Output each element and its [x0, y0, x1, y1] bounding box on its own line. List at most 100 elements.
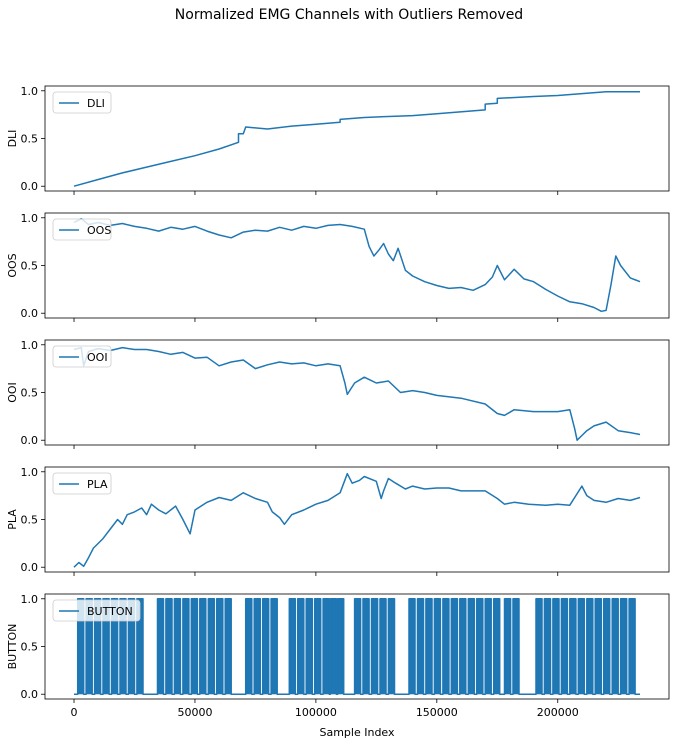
- y-axis-label-dli: DLI: [6, 130, 19, 148]
- y-tick-label-button-1: 0.5: [21, 641, 39, 654]
- legend-box-button: [52, 599, 141, 622]
- button-pulse-33: [409, 598, 415, 695]
- y-tick-label-ooi-2: 1.0: [21, 339, 39, 352]
- y-axis-label-oos: OOS: [6, 253, 19, 277]
- button-pulse-52: [586, 598, 593, 695]
- y-tick-label-pla-0: 0.0: [21, 561, 39, 574]
- x-tick-label-2: 100000: [295, 706, 337, 719]
- button-pulse-34: [417, 598, 424, 695]
- legend-button: BUTTON: [52, 599, 141, 622]
- button-pulse-53: [595, 598, 602, 695]
- subplot-oos: 0.0 0.5 1.0 OOS OOS: [6, 212, 670, 322]
- button-pulse-30: [371, 598, 378, 695]
- button-pulse-2: [94, 598, 101, 695]
- y-axis-label-pla: PLA: [6, 509, 19, 530]
- x-tick-label-1: 50000: [177, 706, 212, 719]
- button-pulse-23: [306, 598, 313, 695]
- button-pulse-0: [77, 598, 84, 695]
- y-tick-label-pla-2: 1.0: [21, 466, 39, 479]
- button-pulse-12: [191, 598, 198, 695]
- legend-label-dli: DLI: [87, 97, 105, 110]
- y-tick-label-ooi-0: 0.0: [21, 434, 39, 447]
- button-pulse-22: [297, 598, 304, 695]
- button-pulse-39: [459, 598, 466, 695]
- button-pulse-54: [603, 598, 610, 695]
- button-pulse-47: [544, 598, 551, 695]
- button-pulse-56: [620, 598, 627, 695]
- button-pulse-3: [103, 598, 109, 695]
- x-tick-label-4: 200000: [537, 706, 579, 719]
- y-tick-label-pla-1: 0.5: [21, 514, 39, 527]
- y-tick-label-ooi-1: 0.5: [21, 387, 39, 400]
- x-axis-label: Sample Index: [319, 726, 395, 739]
- series-line-oos: [73, 217, 641, 313]
- button-pulse-9: [165, 598, 172, 695]
- button-pulse-37: [442, 598, 449, 695]
- button-pulse-6: [128, 598, 135, 695]
- button-pulse-44: [504, 598, 511, 695]
- button-pulse-51: [578, 598, 585, 695]
- legend-box-dli: [52, 91, 112, 114]
- button-pulse-40: [468, 598, 475, 695]
- button-pulse-29: [363, 598, 369, 695]
- button-pulse-26: [330, 598, 337, 695]
- subplots: 0.0 0.5 1.0 DLI DLI 0.0 0.5 1.0 OOS OOS 0.0 0.5 1.0 O…: [6, 85, 670, 719]
- button-pulse-13: [199, 598, 206, 695]
- legend-label-button: BUTTON: [87, 605, 133, 618]
- y-tick-label-dli-2: 1.0: [21, 85, 39, 98]
- legend-label-oos: OOS: [87, 224, 111, 237]
- button-pulse-15: [216, 598, 223, 695]
- subplot-button: 0.0 0.5 1.0 0 50000 100000 150000 200000 BUTTON B…: [6, 593, 670, 719]
- y-tick-label-oos-2: 1.0: [21, 212, 39, 225]
- legend-box-oos: [52, 218, 112, 241]
- button-pulse-36: [434, 598, 441, 695]
- y-tick-label-button-2: 1.0: [21, 593, 39, 606]
- button-pulse-45: [513, 598, 519, 695]
- figure-title: Normalized EMG Channels with Outliers Re…: [175, 7, 523, 23]
- y-tick-label-button-0: 0.0: [21, 688, 39, 701]
- button-pulse-31: [380, 598, 386, 695]
- button-pulse-17: [245, 598, 252, 695]
- y-tick-label-oos-1: 0.5: [21, 260, 39, 273]
- button-pulse-21: [289, 598, 296, 695]
- button-pulse-1: [86, 598, 93, 695]
- subplot-pla: 0.0 0.5 1.0 PLA PLA: [6, 466, 670, 576]
- legend-pla: PLA: [52, 472, 112, 495]
- y-axis-label-button: BUTTON: [6, 624, 19, 670]
- subplot-ooi: 0.0 0.5 1.0 OOI OOI: [6, 339, 670, 449]
- button-pulse-24: [314, 598, 321, 695]
- series-line-pla: [73, 472, 641, 568]
- button-pulse-49: [561, 598, 568, 695]
- button-pulse-35: [425, 598, 432, 695]
- button-pulse-19: [262, 598, 269, 695]
- legend-box-pla: [52, 472, 112, 495]
- button-pulse-5: [120, 598, 126, 695]
- button-pulse-16: [225, 598, 232, 695]
- legend-ooi: OOI: [52, 345, 112, 368]
- series-line-button: [74, 598, 640, 695]
- legend-oos: OOS: [52, 218, 112, 241]
- x-tick-label-0: 0: [71, 706, 78, 719]
- button-pulse-28: [354, 598, 361, 695]
- button-pulse-55: [612, 598, 619, 695]
- button-pulse-7: [136, 598, 143, 695]
- button-pulse-11: [182, 598, 189, 695]
- series-line-ooi: [73, 346, 641, 441]
- button-pulse-27: [337, 598, 344, 695]
- legend-dli: DLI: [52, 91, 112, 114]
- legend-label-ooi: OOI: [87, 351, 108, 364]
- button-pulse-38: [451, 598, 458, 695]
- button-pulse-8: [157, 598, 164, 695]
- button-pulse-42: [485, 598, 492, 695]
- subplot-dli: 0.0 0.5 1.0 DLI DLI: [6, 85, 670, 195]
- x-tick-label-3: 150000: [416, 706, 458, 719]
- button-pulse-4: [111, 598, 118, 695]
- series-line-dli: [73, 90, 640, 187]
- button-pulse-18: [254, 598, 261, 695]
- button-pulse-50: [569, 598, 576, 695]
- legend-box-ooi: [52, 345, 112, 368]
- button-pulse-14: [208, 598, 215, 695]
- button-pulse-25: [323, 598, 330, 695]
- button-pulse-32: [388, 598, 395, 695]
